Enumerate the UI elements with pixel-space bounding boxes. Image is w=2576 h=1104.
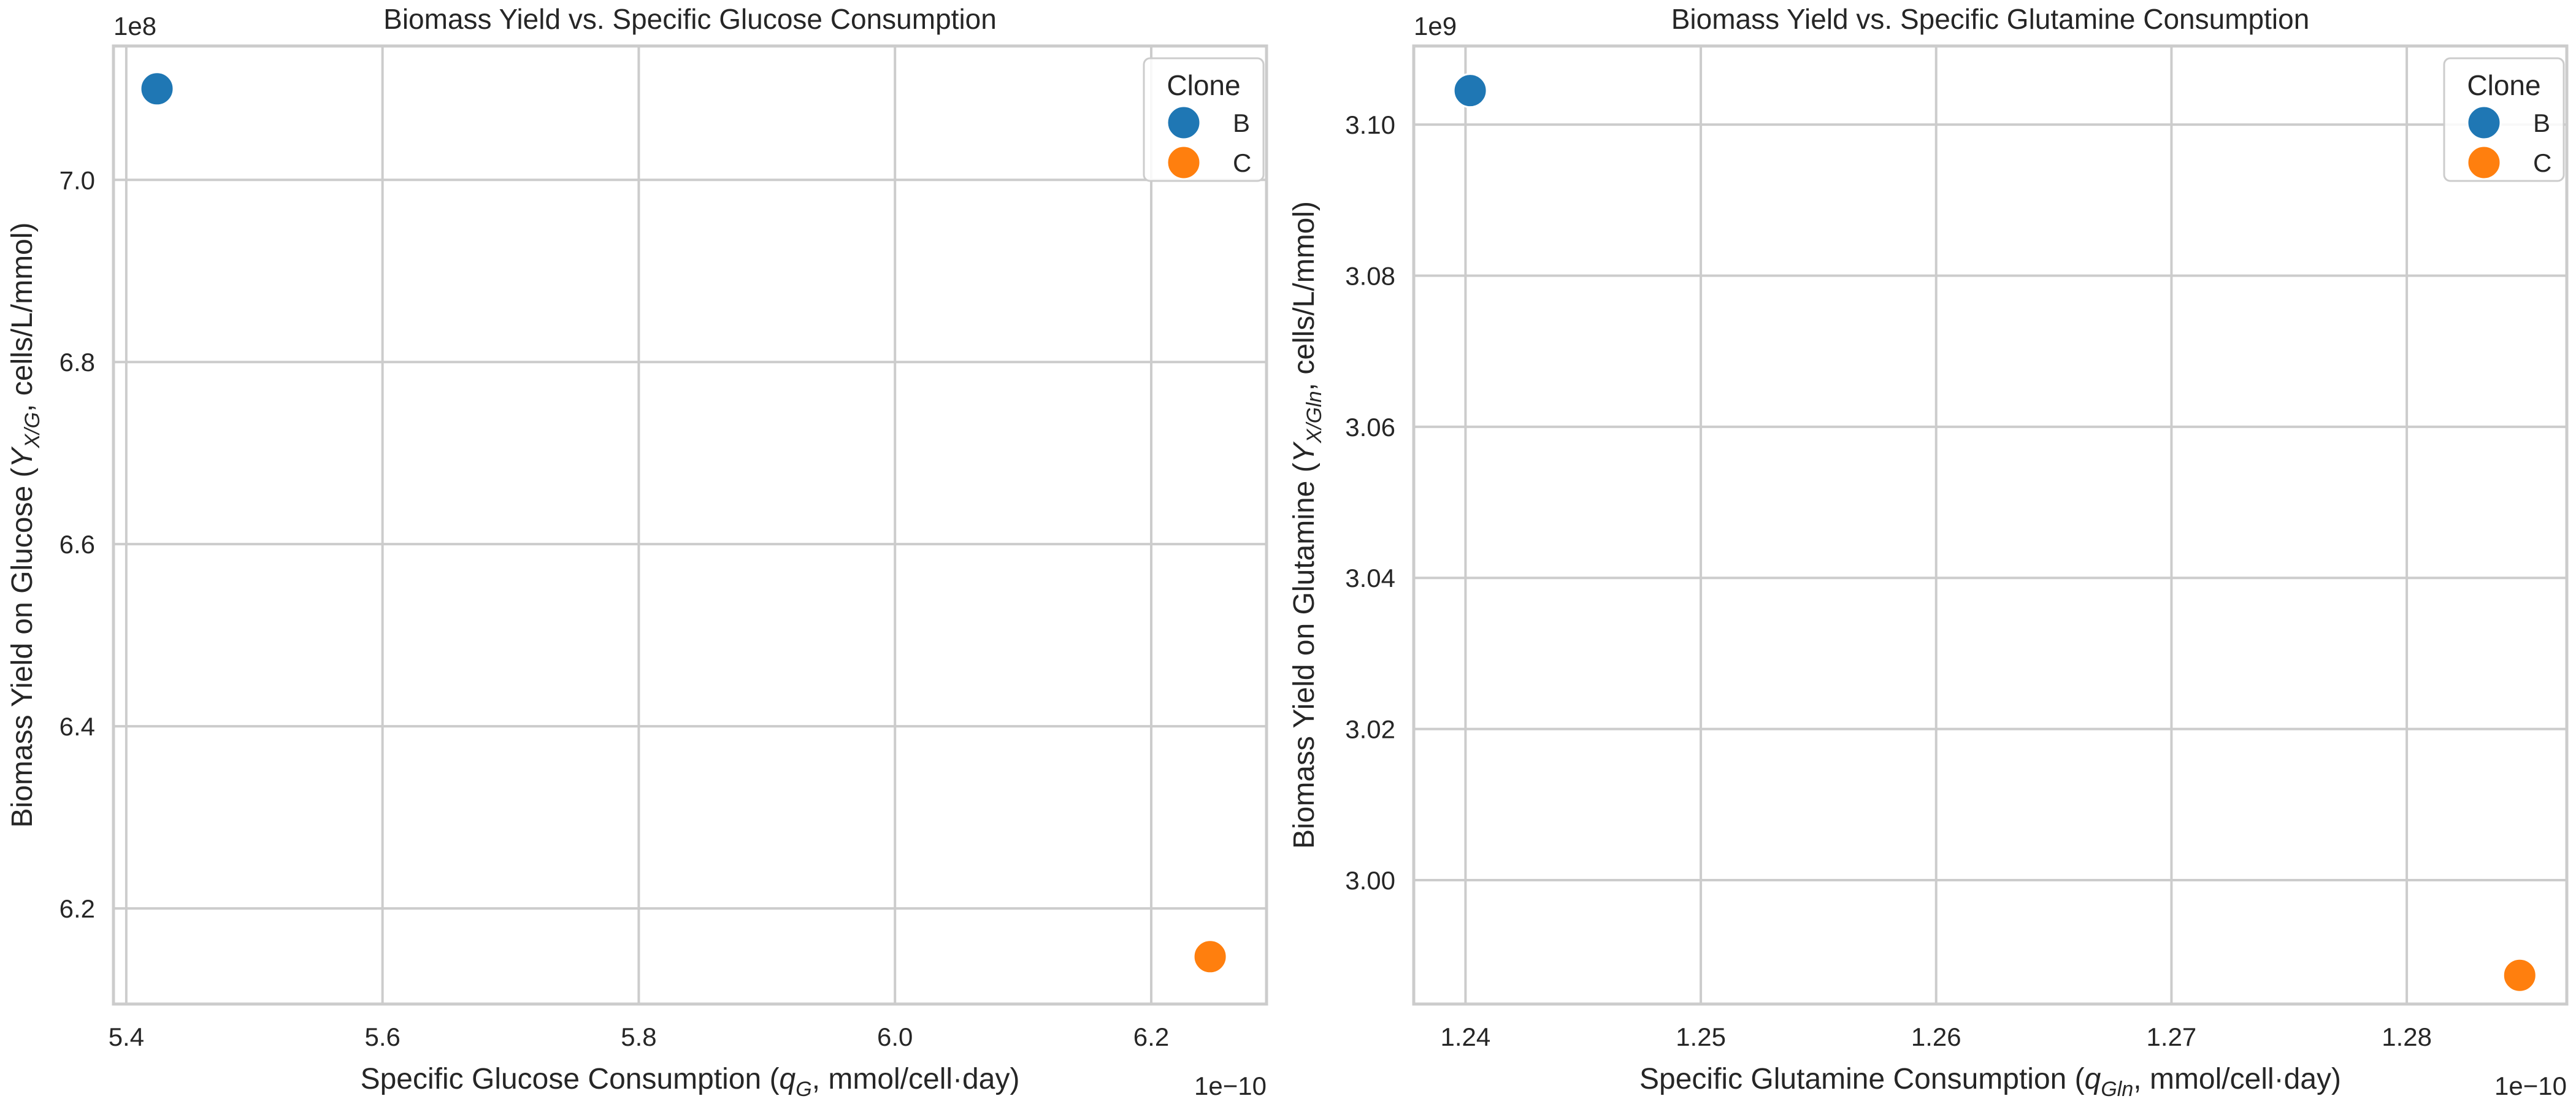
y-tick-label: 3.00 [1345,866,1395,895]
legend-marker-b [2466,105,2502,140]
x-axis-label-text-2: , mmol/cell·day) [2133,1063,2341,1095]
legend-marker-b [1166,105,1202,140]
x-tick-label: 1.28 [2382,1022,2432,1051]
x-offset-text: 1e−10 [2494,1071,2567,1100]
y-tick-label: 3.02 [1345,715,1395,744]
chart-panel-1: 5.4 5.6 5.8 6.0 6.2 6.2 6.4 6.6 6.8 7.0 1e8 1e−10 Bi… [6,3,1268,1101]
legend-marker-c [2466,145,2502,180]
axes-frame [1412,44,2569,1006]
x-axis-label-subscript: G [795,1078,811,1101]
chart-panel-2: 1.24 1.25 1.26 1.27 1.28 3.00 3.02 3.04 3.06 3.08… [1288,3,2569,1101]
y-axis-label-subscript: X/Gln [1303,391,1326,443]
y-axis-label-subscript: X/G [21,412,44,449]
data-point-clone-c [2502,957,2537,993]
y-axis-label: Biomass Yield on Glucose (YX/G, cells/L/… [6,223,44,828]
x-tick-label: 5.4 [109,1022,144,1051]
y-tick-label: 3.10 [1345,110,1395,139]
y-axis-label-symbol: Y [1288,441,1321,462]
x-tick-label: 5.6 [364,1022,400,1051]
y-tick-label: 6.4 [59,712,95,741]
x-tick-label: 1.26 [1911,1022,1961,1051]
legend-title: Clone [1167,69,1240,101]
y-tick-label: 3.04 [1345,564,1395,592]
x-tick-label: 5.8 [621,1022,656,1051]
legend-label-c: C [2533,148,2551,177]
x-tick-label: 1.27 [2147,1022,2197,1051]
x-axis-label-text-2: , mmol/cell·day) [812,1063,1020,1095]
y-tick-label: 7.0 [59,166,95,194]
legend-label-b: B [2533,109,2550,137]
y-axis-label-text-2: , cells/L/mmol) [1288,201,1321,391]
x-axis-label-text-1: Specific Glucose Consumption ( [361,1063,780,1095]
y-axis-label-text-1: Biomass Yield on Glucose ( [6,468,39,828]
data-point-clone-b [1452,73,1488,109]
x-tick-label: 1.25 [1676,1022,1726,1051]
legend: Clone BC [2443,57,2565,182]
x-axis-label-symbol: q [2085,1063,2101,1095]
x-axis-label-symbol: q [780,1063,796,1095]
y-tick-label: 3.08 [1345,261,1395,290]
y-tick-label: 6.2 [59,894,95,923]
chart-title: Biomass Yield vs. Specific Glutamine Con… [1671,3,2310,35]
plot-area [113,46,1267,1004]
legend-title: Clone [2467,69,2540,101]
y-axis-label-text-2: , cells/L/mmol) [6,223,39,412]
legend-label-c: C [1233,148,1251,177]
x-axis-label-subscript: Gln [2101,1078,2133,1101]
y-tick-label: 3.06 [1345,413,1395,442]
y-axis-label-symbol: Y [6,447,39,468]
x-tick-label: 6.0 [877,1022,913,1051]
data-point-clone-b [139,71,175,107]
x-axis-label: Specific Glucose Consumption (qG, mmol/c… [361,1063,1020,1101]
chart-title: Biomass Yield vs. Specific Glucose Consu… [383,3,997,35]
legend-marker-c [1166,145,1202,180]
legend: Clone BC [1143,57,1265,182]
x-tick-label: 1.24 [1441,1022,1491,1051]
y-tick-label: 6.6 [59,530,95,559]
x-axis-label-text-1: Specific Glutamine Consumption ( [1639,1063,2085,1095]
y-axis-label: Biomass Yield on Glutamine (YX/Gln, cell… [1288,201,1326,849]
x-offset-text: 1e−10 [1194,1071,1267,1100]
plot-area [1414,46,2567,1004]
y-tick-label: 6.8 [59,348,95,377]
y-offset-text: 1e8 [113,12,156,40]
y-axis-label-text-1: Biomass Yield on Glutamine ( [1288,462,1321,849]
y-offset-text: 1e9 [1414,12,1457,40]
legend-label-b: B [1233,109,1250,137]
data-point-clone-c [1192,939,1228,975]
x-tick-label: 6.2 [1133,1022,1169,1051]
axes-frame [112,44,1268,1006]
x-axis-label: Specific Glutamine Consumption (qGln, mm… [1639,1063,2341,1101]
